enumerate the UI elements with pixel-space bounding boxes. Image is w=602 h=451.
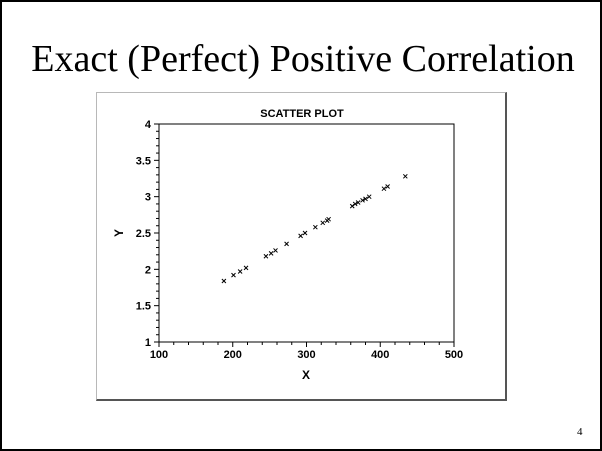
y-tick-label: 3 [145, 192, 151, 204]
data-point [221, 278, 227, 284]
data-point [326, 216, 331, 222]
data-points [221, 173, 408, 284]
x-tick-label: 400 [371, 349, 389, 361]
y-axis-ticks: 1 1.5 2 2.5 3 3.5 4 [136, 119, 159, 349]
data-point [273, 248, 278, 253]
x-axis-label: X [302, 368, 310, 382]
data-point [237, 269, 243, 274]
data-point [302, 230, 308, 236]
x-tick-label: 500 [445, 349, 463, 361]
data-point [312, 224, 318, 230]
scatter-plot: SCATTER PLOT 100 200 300 400 500 1 1.5 2 2.5 3 3.… [112, 108, 463, 382]
data-point [263, 253, 269, 259]
y-tick-label: 2.5 [136, 228, 151, 240]
slide-title: Exact (Perfect) Positive Correlation [31, 38, 575, 80]
data-point [243, 265, 249, 271]
data-point [360, 197, 365, 203]
x-axis-ticks: 100 200 300 400 500 [150, 342, 463, 361]
x-tick-label: 100 [150, 349, 168, 361]
y-tick-label: 3.5 [136, 155, 151, 167]
chart-title: SCATTER PLOT [260, 108, 344, 120]
x-tick-label: 300 [297, 349, 315, 361]
plot-area [158, 123, 455, 343]
data-point [381, 186, 387, 192]
data-point [366, 194, 372, 200]
y-tick-label: 1 [145, 337, 151, 349]
chart-frame: SCATTER PLOT 100 200 300 400 500 1 1.5 2 2.5 3 3.… [96, 92, 507, 401]
page-number: 4 [577, 426, 583, 438]
y-tick-label: 2 [145, 264, 151, 276]
data-point [355, 200, 361, 205]
data-point [231, 272, 236, 278]
data-point [363, 196, 368, 202]
data-point [349, 203, 355, 209]
y-tick-label: 1.5 [136, 301, 151, 313]
y-tick-label: 4 [145, 119, 152, 131]
data-point [402, 173, 408, 179]
data-point [298, 233, 303, 239]
y-axis-label: Y [112, 229, 126, 237]
data-point [385, 184, 390, 189]
data-point [284, 241, 289, 247]
x-tick-label: 200 [224, 349, 242, 361]
data-point [352, 201, 358, 207]
data-point [268, 250, 274, 256]
data-point [320, 220, 326, 226]
